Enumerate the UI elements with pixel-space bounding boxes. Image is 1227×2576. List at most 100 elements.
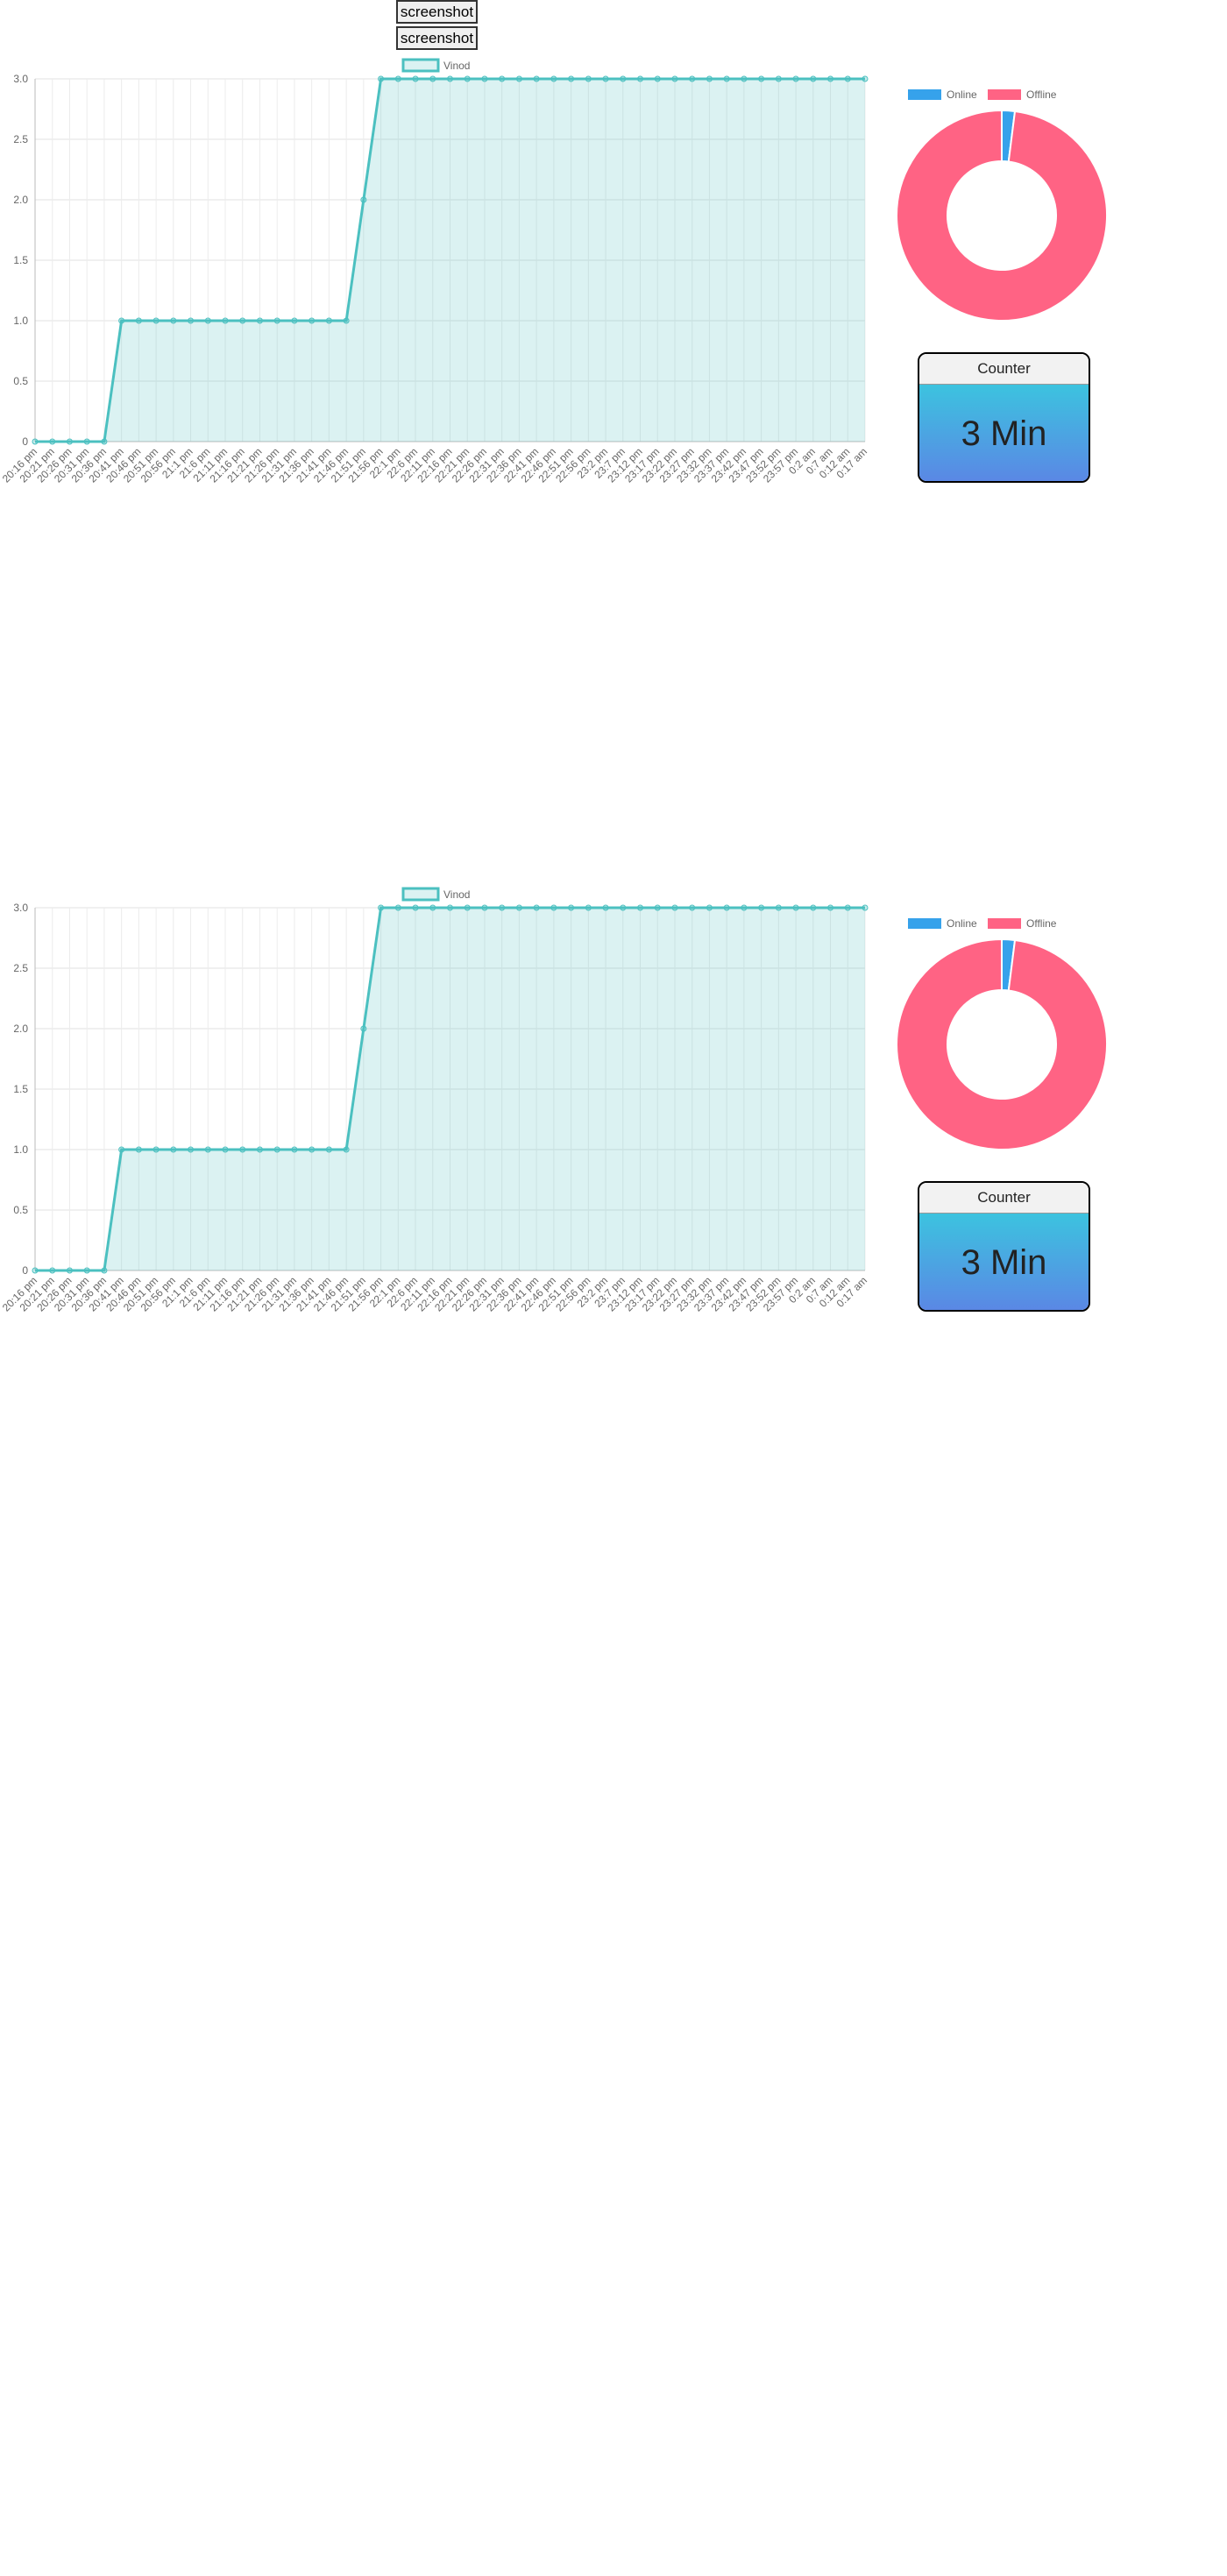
point: [101, 438, 108, 445]
point: [204, 1146, 211, 1153]
legend-swatch: [401, 58, 440, 73]
counter-title: Counter: [919, 354, 1089, 385]
point: [515, 75, 522, 82]
counter-title: Counter: [919, 1183, 1089, 1214]
point: [429, 904, 436, 911]
point: [204, 317, 211, 324]
point: [602, 75, 609, 82]
point: [706, 75, 713, 82]
screenshot-button[interactable]: screenshot: [396, 26, 478, 50]
point: [775, 904, 782, 911]
point: [499, 75, 506, 82]
line: [35, 77, 865, 443]
point: [309, 317, 316, 324]
point: [273, 317, 280, 324]
area: [35, 908, 865, 1270]
point: [671, 75, 678, 82]
point: [83, 1267, 90, 1274]
donut-slice: [896, 938, 1108, 1150]
point: [844, 75, 851, 82]
legend-label: Vinod: [443, 60, 470, 72]
point: [654, 904, 661, 911]
point: [378, 904, 385, 911]
point: [481, 904, 488, 911]
legend-swatch: [988, 918, 1021, 929]
point: [637, 904, 644, 911]
counter-value: 3 Min: [919, 385, 1089, 481]
y-tick-label: 1.5: [13, 1083, 28, 1095]
y-tick-label: 2.5: [13, 962, 28, 974]
point: [412, 75, 419, 82]
point: [170, 317, 177, 324]
point: [827, 904, 834, 911]
point: [256, 317, 263, 324]
y-tick-label: 0: [22, 435, 28, 448]
point: [654, 75, 661, 82]
line: [35, 906, 865, 1272]
point: [394, 75, 401, 82]
point: [394, 904, 401, 911]
point: [49, 438, 56, 445]
point: [792, 904, 799, 911]
point: [689, 904, 696, 911]
point: [585, 904, 592, 911]
point: [222, 1146, 229, 1153]
point: [152, 1146, 160, 1153]
point: [360, 196, 367, 203]
point: [83, 438, 90, 445]
legend-label: Offline: [1026, 88, 1057, 101]
point: [844, 904, 851, 911]
point: [343, 1146, 350, 1153]
point: [429, 75, 436, 82]
point: [637, 75, 644, 82]
legend-swatch: [401, 887, 440, 902]
point: [378, 75, 385, 82]
point: [135, 1146, 142, 1153]
point: [515, 904, 522, 911]
point: [291, 317, 298, 324]
point: [568, 75, 575, 82]
screenshot-button[interactable]: screenshot: [396, 0, 478, 24]
y-tick-label: 2.0: [13, 1023, 28, 1035]
point: [256, 1146, 263, 1153]
point: [188, 317, 195, 324]
point: [758, 75, 765, 82]
point: [66, 438, 73, 445]
point: [170, 1146, 177, 1153]
point: [499, 904, 506, 911]
point: [602, 904, 609, 911]
point: [32, 438, 39, 445]
point: [481, 75, 488, 82]
y-tick-label: 1.0: [13, 1143, 28, 1156]
donut-slice: [896, 109, 1109, 322]
legend-label: Vinod: [443, 888, 470, 901]
point: [360, 1025, 367, 1032]
point: [741, 75, 748, 82]
point: [325, 1146, 332, 1153]
point: [550, 75, 557, 82]
legend-label: Online: [947, 917, 977, 930]
y-tick-label: 2.0: [13, 194, 28, 206]
legend-label: Offline: [1026, 917, 1057, 930]
point: [862, 75, 869, 82]
point: [620, 75, 627, 82]
point: [827, 75, 834, 82]
y-tick-label: 0.5: [13, 1204, 28, 1216]
point: [741, 904, 748, 911]
point: [568, 904, 575, 911]
point: [464, 904, 471, 911]
point: [447, 75, 453, 82]
point: [533, 75, 540, 82]
point: [810, 75, 817, 82]
legend-label: Online: [947, 88, 977, 101]
legend-swatch: [908, 89, 941, 100]
point: [32, 1267, 39, 1274]
point: [222, 317, 229, 324]
point: [464, 75, 471, 82]
point: [239, 1146, 246, 1153]
counter-value: 3 Min: [919, 1214, 1089, 1310]
point: [325, 317, 332, 324]
point: [775, 75, 782, 82]
point: [723, 75, 730, 82]
